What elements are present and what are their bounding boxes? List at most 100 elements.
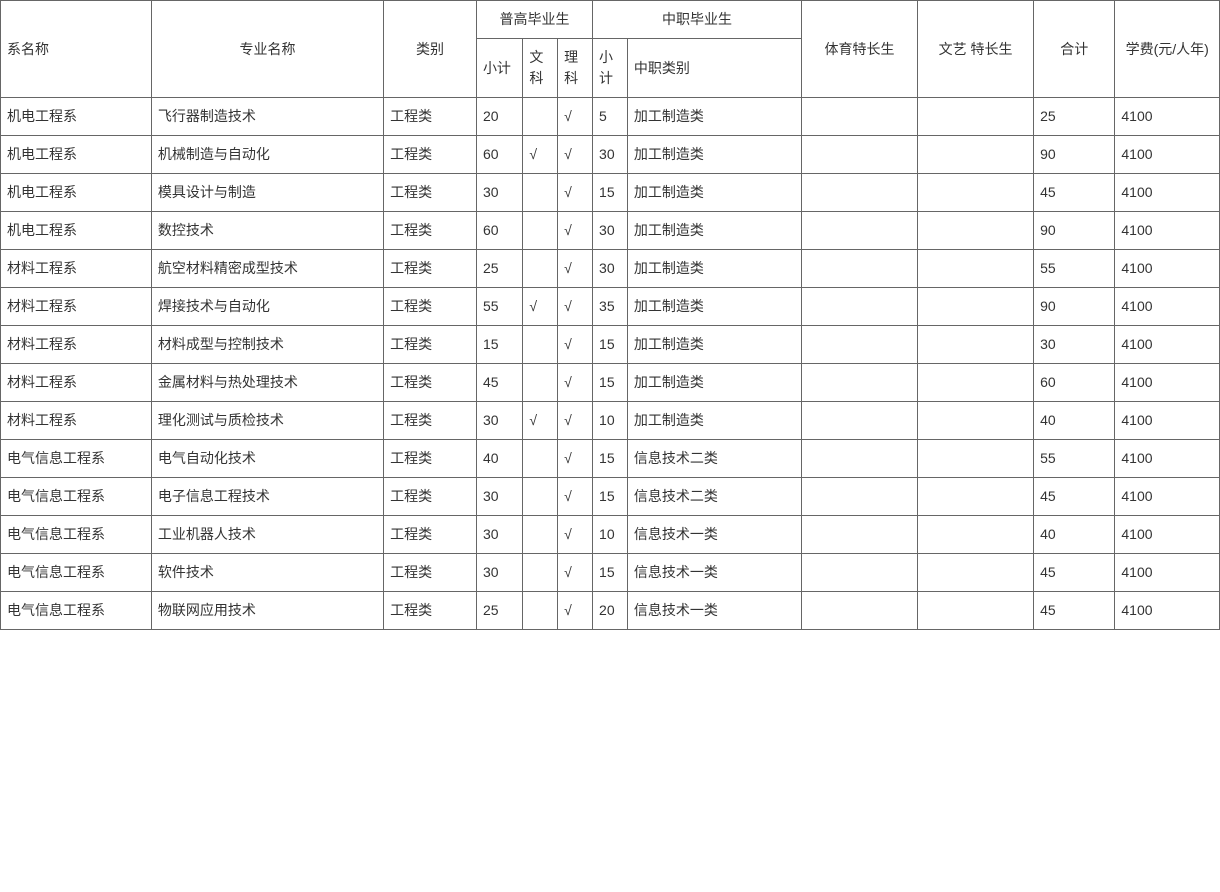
cell-gaozhong-subtotal: 30: [476, 174, 522, 212]
cell-like: √: [558, 174, 593, 212]
cell-art: [918, 440, 1034, 478]
cell-total: 90: [1034, 212, 1115, 250]
cell-major: 软件技术: [151, 554, 383, 592]
cell-like: √: [558, 288, 593, 326]
cell-art: [918, 554, 1034, 592]
cell-category: 工程类: [384, 174, 477, 212]
cell-dept: 电气信息工程系: [1, 440, 152, 478]
cell-wenke: [523, 554, 558, 592]
cell-dept: 材料工程系: [1, 364, 152, 402]
cell-like: √: [558, 402, 593, 440]
cell-fee: 4100: [1115, 592, 1220, 630]
cell-dept: 材料工程系: [1, 288, 152, 326]
table-row: 电气信息工程系电子信息工程技术工程类30√15信息技术二类454100: [1, 478, 1220, 516]
cell-zhongzhi-category: 信息技术一类: [627, 516, 801, 554]
cell-fee: 4100: [1115, 364, 1220, 402]
table-row: 电气信息工程系软件技术工程类30√15信息技术一类454100: [1, 554, 1220, 592]
cell-gaozhong-subtotal: 60: [476, 136, 522, 174]
cell-fee: 4100: [1115, 440, 1220, 478]
cell-fee: 4100: [1115, 136, 1220, 174]
cell-zhongzhi-category: 加工制造类: [627, 174, 801, 212]
cell-wenke: [523, 326, 558, 364]
cell-total: 55: [1034, 250, 1115, 288]
cell-zhongzhi-category: 信息技术一类: [627, 592, 801, 630]
cell-dept: 材料工程系: [1, 402, 152, 440]
cell-sport: [801, 136, 917, 174]
header-total: 合计: [1034, 1, 1115, 98]
cell-dept: 电气信息工程系: [1, 516, 152, 554]
cell-wenke: √: [523, 136, 558, 174]
table-row: 机电工程系数控技术工程类60√30加工制造类904100: [1, 212, 1220, 250]
header-fee: 学费(元/人年): [1115, 1, 1220, 98]
header-major: 专业名称: [151, 1, 383, 98]
cell-sport: [801, 174, 917, 212]
table-row: 电气信息工程系电气自动化技术工程类40√15信息技术二类554100: [1, 440, 1220, 478]
table-row: 机电工程系飞行器制造技术工程类20√5加工制造类254100: [1, 98, 1220, 136]
cell-gaozhong-subtotal: 20: [476, 98, 522, 136]
cell-dept: 材料工程系: [1, 326, 152, 364]
cell-gaozhong-subtotal: 60: [476, 212, 522, 250]
cell-wenke: [523, 250, 558, 288]
cell-sport: [801, 288, 917, 326]
cell-zhongzhi-subtotal: 30: [593, 250, 628, 288]
table-row: 材料工程系理化测试与质检技术工程类30√√10加工制造类404100: [1, 402, 1220, 440]
cell-sport: [801, 98, 917, 136]
cell-zhongzhi-category: 信息技术一类: [627, 554, 801, 592]
cell-fee: 4100: [1115, 516, 1220, 554]
cell-category: 工程类: [384, 440, 477, 478]
cell-major: 理化测试与质检技术: [151, 402, 383, 440]
cell-wenke: [523, 174, 558, 212]
cell-fee: 4100: [1115, 288, 1220, 326]
cell-major: 飞行器制造技术: [151, 98, 383, 136]
cell-zhongzhi-subtotal: 10: [593, 516, 628, 554]
cell-gaozhong-subtotal: 30: [476, 516, 522, 554]
cell-dept: 电气信息工程系: [1, 478, 152, 516]
cell-like: √: [558, 592, 593, 630]
cell-category: 工程类: [384, 136, 477, 174]
cell-fee: 4100: [1115, 98, 1220, 136]
table-row: 机电工程系模具设计与制造工程类30√15加工制造类454100: [1, 174, 1220, 212]
cell-zhongzhi-subtotal: 15: [593, 174, 628, 212]
cell-gaozhong-subtotal: 15: [476, 326, 522, 364]
cell-category: 工程类: [384, 478, 477, 516]
cell-gaozhong-subtotal: 25: [476, 250, 522, 288]
cell-category: 工程类: [384, 212, 477, 250]
cell-dept: 机电工程系: [1, 98, 152, 136]
cell-wenke: √: [523, 288, 558, 326]
table-row: 材料工程系航空材料精密成型技术工程类25√30加工制造类554100: [1, 250, 1220, 288]
cell-gaozhong-subtotal: 30: [476, 554, 522, 592]
cell-wenke: [523, 364, 558, 402]
cell-sport: [801, 516, 917, 554]
cell-total: 25: [1034, 98, 1115, 136]
cell-art: [918, 98, 1034, 136]
cell-zhongzhi-category: 信息技术二类: [627, 478, 801, 516]
cell-major: 电气自动化技术: [151, 440, 383, 478]
cell-art: [918, 288, 1034, 326]
cell-zhongzhi-category: 加工制造类: [627, 364, 801, 402]
cell-total: 60: [1034, 364, 1115, 402]
cell-sport: [801, 326, 917, 364]
cell-wenke: [523, 516, 558, 554]
cell-like: √: [558, 326, 593, 364]
cell-fee: 4100: [1115, 250, 1220, 288]
header-zhongzhi-group: 中职毕业生: [593, 1, 802, 39]
cell-category: 工程类: [384, 98, 477, 136]
cell-zhongzhi-subtotal: 5: [593, 98, 628, 136]
cell-category: 工程类: [384, 402, 477, 440]
table-header: 系名称 专业名称 类别 普高毕业生 中职毕业生 体育特长生 文艺 特长生 合计 …: [1, 1, 1220, 98]
cell-zhongzhi-subtotal: 30: [593, 212, 628, 250]
header-art: 文艺 特长生: [918, 1, 1034, 98]
cell-like: √: [558, 136, 593, 174]
cell-major: 金属材料与热处理技术: [151, 364, 383, 402]
cell-fee: 4100: [1115, 554, 1220, 592]
cell-fee: 4100: [1115, 174, 1220, 212]
table-body: 机电工程系飞行器制造技术工程类20√5加工制造类254100机电工程系机械制造与…: [1, 98, 1220, 630]
cell-total: 55: [1034, 440, 1115, 478]
cell-dept: 机电工程系: [1, 136, 152, 174]
table-row: 电气信息工程系工业机器人技术工程类30√10信息技术一类404100: [1, 516, 1220, 554]
cell-category: 工程类: [384, 592, 477, 630]
header-like: 理科: [558, 39, 593, 98]
cell-art: [918, 402, 1034, 440]
cell-category: 工程类: [384, 364, 477, 402]
cell-dept: 电气信息工程系: [1, 592, 152, 630]
